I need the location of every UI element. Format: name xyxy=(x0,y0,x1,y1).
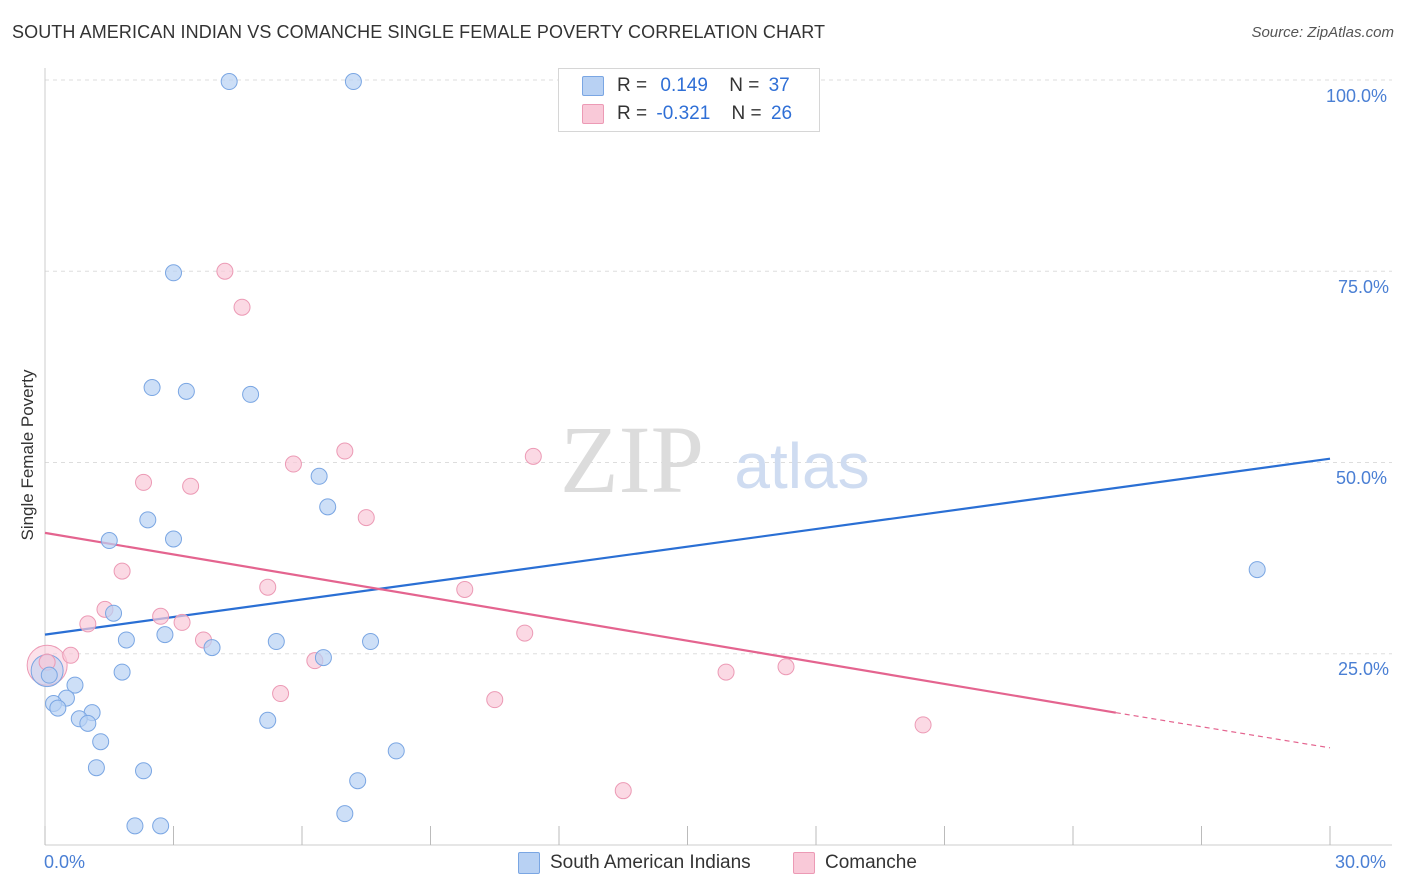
data-point-south-american-indian xyxy=(387,742,405,760)
data-point-comanche xyxy=(357,509,375,527)
data-point-comanche xyxy=(113,562,131,580)
legend-item-comanche: Comanche xyxy=(793,852,917,874)
data-point-comanche xyxy=(284,455,302,473)
data-point-comanche xyxy=(336,442,354,460)
data-point-comanche xyxy=(516,624,534,642)
legend-label: South American Indians xyxy=(550,852,751,873)
legend-n-value: 26 xyxy=(770,103,793,124)
data-point-comanche xyxy=(182,477,200,495)
legend-n-label: N = xyxy=(731,103,762,124)
data-point-south-american-indian xyxy=(49,699,67,717)
x-tick-30: 30.0% xyxy=(1335,852,1387,872)
legend-swatch-pink xyxy=(793,852,815,874)
legend-item-south-american-indians: South American Indians xyxy=(518,852,751,874)
y-tick-100: 100.0% xyxy=(1326,86,1388,106)
data-point-south-american-indian xyxy=(1248,561,1266,579)
trend-line-comanche-extension xyxy=(1115,712,1331,749)
axes xyxy=(44,68,1392,846)
legend-swatch-blue xyxy=(518,852,540,874)
x-tick-0: 0.0% xyxy=(44,852,86,872)
data-point-south-american-indian xyxy=(314,649,332,667)
data-point-south-american-indian xyxy=(362,633,380,651)
legend-label: Comanche xyxy=(825,852,917,873)
data-point-south-american-indian xyxy=(220,73,238,91)
watermark: ZIP atlas xyxy=(560,406,870,513)
data-points xyxy=(26,73,1266,835)
legend-n-label: N = xyxy=(729,75,760,96)
data-point-comanche xyxy=(216,262,234,280)
watermark-atlas: atlas xyxy=(734,430,869,502)
data-point-south-american-indian xyxy=(259,711,277,729)
data-point-south-american-indian xyxy=(177,382,195,400)
legend-r-value: -0.321 xyxy=(656,103,711,124)
legend-swatch-pink xyxy=(582,104,604,124)
legend-r-value: 0.149 xyxy=(660,75,708,96)
data-point-south-american-indian xyxy=(336,805,354,823)
data-point-south-american-indian xyxy=(143,379,161,397)
data-point-south-american-indian xyxy=(165,264,182,282)
data-point-south-american-indian xyxy=(66,676,84,694)
trend-lines xyxy=(44,457,1331,749)
trend-line-comanche xyxy=(44,531,1117,714)
data-point-south-american-indian xyxy=(349,772,367,790)
data-point-comanche xyxy=(259,578,277,596)
data-point-south-american-indian xyxy=(100,532,118,550)
data-point-comanche xyxy=(456,580,474,598)
data-point-south-american-indian xyxy=(139,511,157,529)
data-point-south-american-indian xyxy=(92,733,110,751)
data-point-south-american-indian xyxy=(113,663,131,681)
data-point-comanche xyxy=(486,691,504,709)
data-point-south-american-indian xyxy=(152,817,170,835)
trend-line-south-american-indians xyxy=(44,457,1331,636)
data-point-south-american-indian xyxy=(117,631,135,649)
data-point-south-american-indian xyxy=(203,639,221,657)
data-point-south-american-indian xyxy=(165,530,182,548)
data-point-south-american-indian xyxy=(135,762,153,780)
y-tick-25: 25.0% xyxy=(1338,659,1390,679)
data-point-comanche xyxy=(777,658,795,676)
data-point-comanche xyxy=(135,473,153,491)
data-point-comanche xyxy=(717,663,735,681)
data-point-south-american-indian xyxy=(40,666,58,684)
data-point-comanche xyxy=(914,716,932,734)
data-point-south-american-indian xyxy=(126,817,144,835)
data-point-south-american-indian xyxy=(242,385,260,403)
data-point-south-american-indian xyxy=(267,633,285,651)
legend-r-label: R = xyxy=(617,75,648,96)
legend-swatch-blue xyxy=(582,76,604,96)
data-point-south-american-indian xyxy=(156,626,174,644)
source-label: Source: ZipAtlas.com xyxy=(1251,24,1394,41)
data-point-south-american-indian xyxy=(310,467,328,485)
data-point-south-american-indian xyxy=(79,714,97,732)
legend-n-value: 37 xyxy=(768,75,790,96)
data-point-comanche xyxy=(62,646,80,664)
data-point-south-american-indian xyxy=(87,759,105,777)
y-tick-75: 75.0% xyxy=(1338,277,1390,297)
data-point-comanche xyxy=(152,607,170,625)
data-point-comanche xyxy=(79,615,97,633)
watermark-zip: ZIP xyxy=(560,406,704,513)
data-point-comanche xyxy=(272,685,290,703)
data-point-south-american-indian xyxy=(105,604,123,622)
data-point-comanche xyxy=(233,298,251,316)
legend-r-label: R = xyxy=(617,103,648,124)
chart-title: SOUTH AMERICAN INDIAN VS COMANCHE SINGLE… xyxy=(12,22,826,42)
data-point-south-american-indian xyxy=(319,498,337,516)
data-point-comanche xyxy=(173,613,191,631)
y-tick-50: 50.0% xyxy=(1336,468,1388,488)
data-point-comanche xyxy=(614,782,632,800)
data-point-south-american-indian xyxy=(344,73,362,91)
correlation-legend: R = 0.149 N = 37 R = -0.321 N = 26 xyxy=(558,68,820,132)
data-point-comanche xyxy=(524,447,542,465)
